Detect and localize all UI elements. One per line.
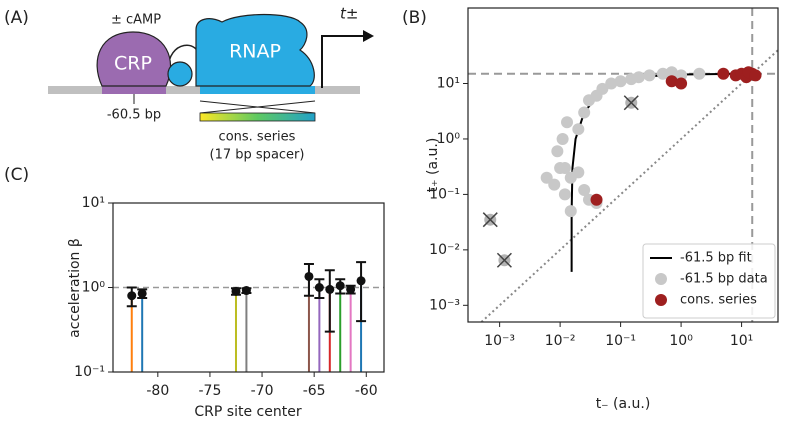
data-point (578, 184, 591, 197)
data-point (578, 106, 591, 119)
point (356, 276, 366, 286)
data-point (556, 132, 569, 145)
data-point (693, 67, 706, 80)
x-tick-label: 10⁰ (669, 333, 693, 349)
marker-x (623, 95, 639, 111)
data-point (590, 193, 603, 206)
position-label: -60.5 bp (107, 108, 161, 123)
point (314, 283, 324, 292)
data-point (572, 166, 585, 179)
point (137, 288, 147, 298)
error-bar (356, 261, 367, 323)
x-tick-label: 10⁻³ (484, 333, 515, 349)
x-tick-label: 10⁻¹ (605, 333, 636, 349)
diagram-a: (A) CRP RNAP ± cAMP t± -60.5 bp cons. se… (4, 5, 374, 163)
legend-key (655, 294, 667, 306)
excluded-point (482, 212, 498, 228)
panel-label: (C) (4, 165, 29, 185)
data-point (564, 205, 577, 218)
data-point (665, 66, 678, 79)
tss-arrow (321, 35, 365, 88)
cross (199, 100, 316, 114)
point (346, 284, 356, 294)
y-tick-label: 10⁻² (429, 242, 460, 258)
y-tick-label: 10⁰ (437, 131, 461, 147)
ligand-label: ± cAMP (111, 13, 161, 28)
point (231, 286, 241, 296)
data-point (558, 188, 571, 201)
data-point (675, 77, 688, 90)
x-tick-label: -70 (251, 383, 274, 399)
point (127, 291, 137, 301)
legend-label: -61.5 bp data (680, 272, 768, 287)
x-tick-label: -80 (146, 383, 169, 399)
legend-label: -61.5 bp fit (680, 251, 752, 266)
panel-label: (A) (4, 8, 29, 28)
data-point (749, 69, 762, 82)
excluded-point (623, 95, 639, 111)
marker-x (482, 212, 498, 228)
point (241, 286, 251, 296)
diagonal (480, 49, 778, 322)
legend-box (642, 243, 776, 319)
data-point (548, 178, 561, 191)
data-point (551, 145, 564, 158)
rnap-shape (195, 13, 315, 87)
axes-frame (112, 202, 385, 373)
transcript-label: t± (340, 5, 358, 23)
data-point (656, 67, 669, 80)
point (304, 271, 314, 281)
x-tick-label: -65 (303, 383, 326, 399)
x-axis-label: t₋ (a.u.) (596, 396, 651, 412)
data-point (540, 171, 553, 184)
x-tick-label: 10⁻² (545, 333, 576, 349)
data-point (632, 71, 645, 84)
plot-area (113, 261, 384, 372)
y-tick-label: 10¹ (437, 76, 460, 92)
data-point (558, 161, 571, 174)
y-tick-label: 10⁻¹ (429, 186, 460, 202)
axes-frame (467, 7, 779, 323)
data-point (717, 67, 730, 80)
x-tick-label: 10¹ (730, 333, 753, 349)
x-tick-label: -60 (355, 383, 378, 399)
x-tick-label: -75 (198, 383, 221, 399)
y-axis-label: t₊ (a.u.) (425, 138, 441, 193)
series-bar (199, 112, 316, 122)
marker-x (496, 252, 512, 268)
fit-line (570, 72, 753, 272)
arrow-head (363, 30, 374, 42)
legend-label: cons. series (680, 293, 757, 308)
panel-label: (B) (402, 8, 427, 28)
y-tick-label: 10¹ (82, 195, 105, 211)
data-point (605, 77, 618, 90)
y-tick-label: 10⁻³ (429, 297, 460, 313)
x-axis-label: CRP site center (194, 404, 301, 420)
data-point (614, 75, 627, 88)
data-point (572, 123, 585, 136)
point (325, 284, 335, 294)
series-label: cons. series (219, 130, 296, 145)
legend-key (655, 273, 667, 285)
data-point (561, 116, 574, 129)
plot-area (468, 8, 778, 322)
y-axis-label: acceleration β (67, 238, 83, 338)
rnap-label: RNAP (229, 41, 281, 63)
data-point (596, 82, 609, 95)
spacer-label: (17 bp spacer) (210, 148, 305, 163)
excluded-point (496, 252, 512, 268)
crp-label: CRP (114, 53, 152, 75)
data-point (665, 75, 678, 88)
y-tick-label: 10⁻¹ (74, 364, 105, 380)
point (335, 281, 345, 291)
y-tick-label: 10⁰ (82, 280, 106, 296)
data-point (643, 69, 656, 82)
error-bar (324, 269, 335, 333)
alpha-ctd (167, 61, 193, 87)
legend: -61.5 bp fit -61.5 bp data cons. series (642, 243, 776, 319)
